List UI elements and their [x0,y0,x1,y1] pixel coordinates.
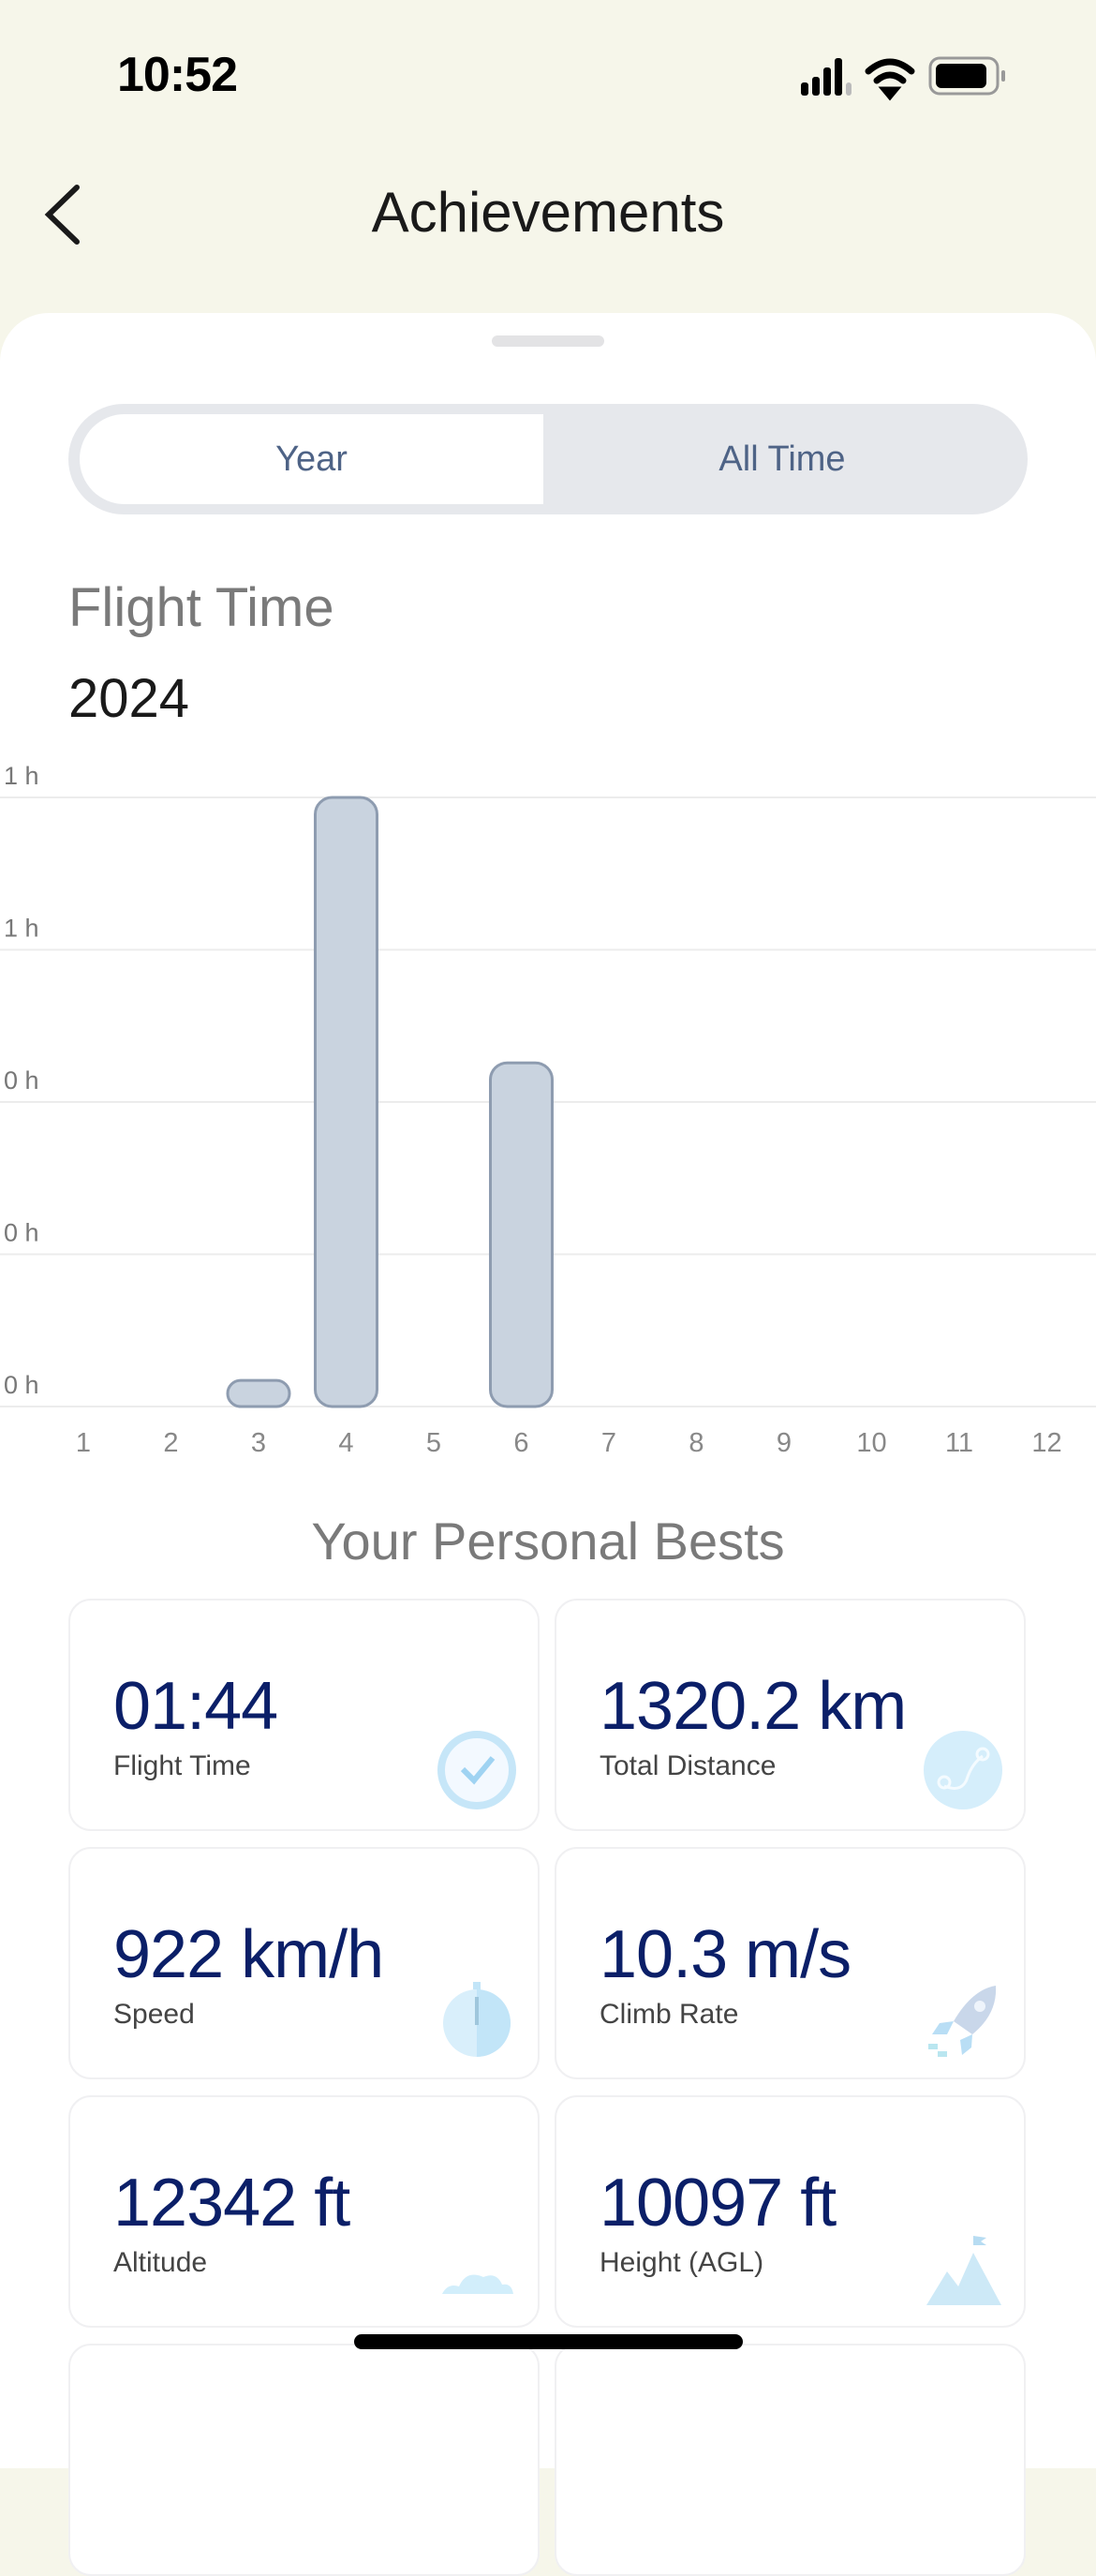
x-tick-label: 9 [777,1428,792,1458]
bar-month-3[interactable] [226,1378,291,1408]
x-tick-label: 3 [251,1428,266,1458]
personal-bests-title: Your Personal Bests [311,1511,785,1571]
battery-icon [928,56,1005,96]
back-chevron-icon[interactable] [37,180,94,246]
x-tick-label: 6 [513,1428,528,1458]
y-tick-label: 0 h [4,1219,39,1247]
x-tick-label: 1 [76,1428,91,1458]
personal-best-label: Speed [113,1999,195,2030]
rocket-icon [928,1986,997,2057]
personal-best-label: Total Distance [600,1750,777,1781]
home-indicator[interactable] [354,2334,743,2349]
personal-best-value: 10097 ft [600,2166,837,2241]
status-icons [801,56,1005,101]
personal-best-card[interactable]: 1320.2 km Total Distance [555,1599,1026,1831]
y-tick-label: 1 h [4,762,39,790]
bar-month-4[interactable] [314,796,378,1408]
sheet-drag-handle[interactable] [492,335,604,347]
x-tick-label: 4 [338,1428,353,1458]
y-tick-label: 0 h [4,1066,39,1094]
personal-best-card[interactable]: 01:44 Flight Time [68,1599,540,1831]
x-tick-label: 7 [601,1428,616,1458]
x-tick-label: 10 [856,1428,886,1458]
y-tick-label: 1 h [4,915,39,943]
chart-year: 2024 [68,668,190,729]
personal-best-card[interactable] [555,2344,1026,2576]
cloud-icon [442,2274,513,2294]
page-title: Achievements [371,181,725,244]
mountain-icon [926,2236,1001,2305]
personal-best-value: 01:44 [113,1669,278,1744]
personal-best-card[interactable]: 12342 ft Altitude [68,2095,540,2328]
personal-best-value: 10.3 m/s [600,1917,852,1992]
clock-icon [437,1731,516,1809]
personal-best-label: Climb Rate [600,1999,739,2030]
flight-time-chart: 0 h0 h0 h1 h1 h1 2 3 4 5 6 7 8 9 10 11 12 [0,762,1096,1458]
x-tick-label: 5 [426,1428,441,1458]
personal-best-card[interactable]: 10.3 m/s Climb Rate [555,1847,1026,2079]
personal-best-label: Flight Time [113,1750,251,1781]
personal-best-value: 922 km/h [113,1917,384,1992]
status-time: 10:52 [117,48,238,102]
personal-best-card[interactable] [68,2344,540,2576]
y-tick-label: 0 h [4,1371,39,1399]
period-segmented-control: Year All Time [68,404,1028,514]
wifi-icon [865,58,915,101]
x-tick-label: 2 [163,1428,178,1458]
stopwatch-icon [443,1982,511,2057]
x-tick-label: 8 [689,1428,704,1458]
x-tick-label: 12 [1031,1428,1061,1458]
tab-year[interactable]: Year [80,414,543,504]
personal-best-card[interactable]: 10097 ft Height (AGL) [555,2095,1026,2328]
personal-best-label: Altitude [113,2247,208,2278]
personal-best-label: Height (AGL) [600,2247,764,2278]
personal-best-value: 1320.2 km [600,1669,907,1744]
chart-title: Flight Time [68,577,334,638]
bar-month-6[interactable] [489,1061,554,1408]
x-tick-label: 11 [945,1428,973,1458]
tab-all-time[interactable]: All Time [718,439,846,479]
personal-best-card[interactable]: 922 km/h Speed [68,1847,540,2079]
signal-icon [801,58,852,96]
personal-best-value: 12342 ft [113,2166,350,2241]
route-icon [924,1731,1002,1809]
